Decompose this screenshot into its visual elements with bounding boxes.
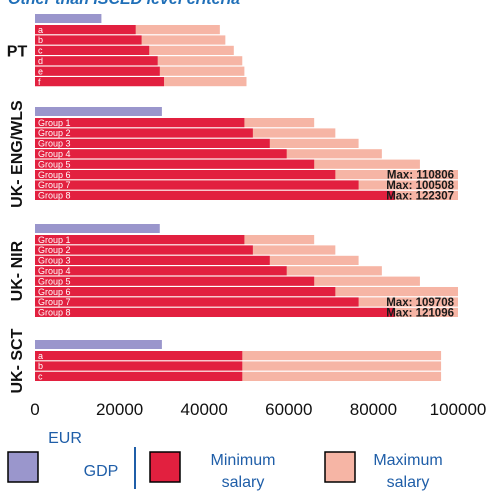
min-salary-bar (35, 138, 270, 148)
min-salary-bar (35, 266, 287, 276)
gdp-bar (35, 14, 102, 23)
row-label: c (38, 372, 43, 382)
x-tick-label: 100000 (430, 400, 487, 419)
legend-label-gdp: GDP (84, 463, 119, 480)
legend-label-maximum: Maximum (373, 452, 442, 469)
legend-label-minimum: Minimum (211, 452, 276, 469)
min-salary-bar (35, 25, 136, 35)
row-label: Group 7 (38, 297, 71, 307)
min-salary-bar (35, 128, 253, 138)
row-label: Group 2 (38, 245, 71, 255)
row-label: a (38, 25, 43, 35)
gdp-bar (35, 107, 162, 116)
max-value-label: Max: 100508 (386, 180, 454, 192)
group-label: UK- SCT (9, 328, 26, 393)
x-tick-label: 20000 (96, 400, 143, 419)
row-label: Group 3 (38, 256, 71, 266)
x-tick-label: 40000 (181, 400, 228, 419)
min-salary-bar (35, 149, 287, 159)
max-value-label: Max: 121096 (386, 307, 454, 319)
min-salary-bar (35, 170, 336, 180)
row-label: c (38, 46, 43, 56)
min-salary-bar (35, 190, 395, 200)
group-label: UK- NIR (9, 240, 26, 301)
row-label: a (38, 351, 43, 361)
min-salary-bar (35, 180, 359, 190)
row-label: b (38, 361, 43, 371)
x-axis-label: EUR (48, 430, 82, 447)
min-salary-bar (35, 351, 243, 361)
row-label: Group 6 (38, 287, 71, 297)
x-tick-label: 80000 (350, 400, 397, 419)
max-value-label: Max: 110806 (387, 170, 454, 182)
group-label: UK- ENG/WLS (9, 100, 26, 208)
min-salary-bar (35, 371, 243, 381)
row-label: Group 7 (38, 180, 71, 190)
row-label: Group 4 (38, 149, 71, 159)
page-title: Other than ISCED level criteria (8, 0, 240, 9)
legend-label-maximum: salary (387, 474, 430, 491)
min-salary-bar (35, 307, 395, 317)
gdp-bar (35, 340, 162, 349)
min-salary-bar (35, 118, 245, 128)
row-label: Group 2 (38, 128, 71, 138)
row-label: Group 3 (38, 139, 71, 149)
min-salary-bar (35, 297, 359, 307)
row-label: b (38, 35, 43, 45)
row-label: Group 6 (38, 170, 71, 180)
row-label: Group 5 (38, 159, 71, 169)
min-salary-bar (35, 235, 245, 245)
min-salary-bar (35, 245, 253, 255)
row-label: Group 1 (38, 235, 71, 245)
row-label: d (38, 56, 43, 66)
row-label: Group 8 (38, 308, 71, 318)
min-salary-bar (35, 255, 270, 265)
row-label: f (38, 77, 41, 87)
legend-swatch-maximum (324, 451, 356, 483)
legend-swatch-minimum (149, 451, 181, 483)
min-salary-bar (35, 77, 165, 87)
group-label: PT (7, 44, 28, 61)
x-tick-label: 60000 (265, 400, 312, 419)
max-value-label: Max: 109708 (386, 297, 454, 309)
row-label: e (38, 66, 43, 76)
legend-label-minimum: salary (222, 474, 265, 491)
min-salary-bar (35, 287, 336, 297)
row-label: Group 4 (38, 266, 71, 276)
row-label: Group 5 (38, 276, 71, 286)
gdp-bar (35, 224, 160, 233)
row-label: Group 1 (38, 118, 71, 128)
row-label: Group 8 (38, 191, 71, 201)
min-salary-bar (35, 276, 315, 286)
x-tick-label: 0 (30, 400, 39, 419)
min-salary-bar (35, 45, 150, 55)
min-salary-bar (35, 159, 315, 169)
min-salary-bar (35, 361, 243, 371)
min-salary-bar (35, 35, 142, 45)
max-value-label: Max: 122307 (386, 190, 454, 202)
legend-swatch-gdp (7, 451, 39, 483)
min-salary-bar (35, 66, 160, 76)
min-salary-bar (35, 56, 158, 66)
